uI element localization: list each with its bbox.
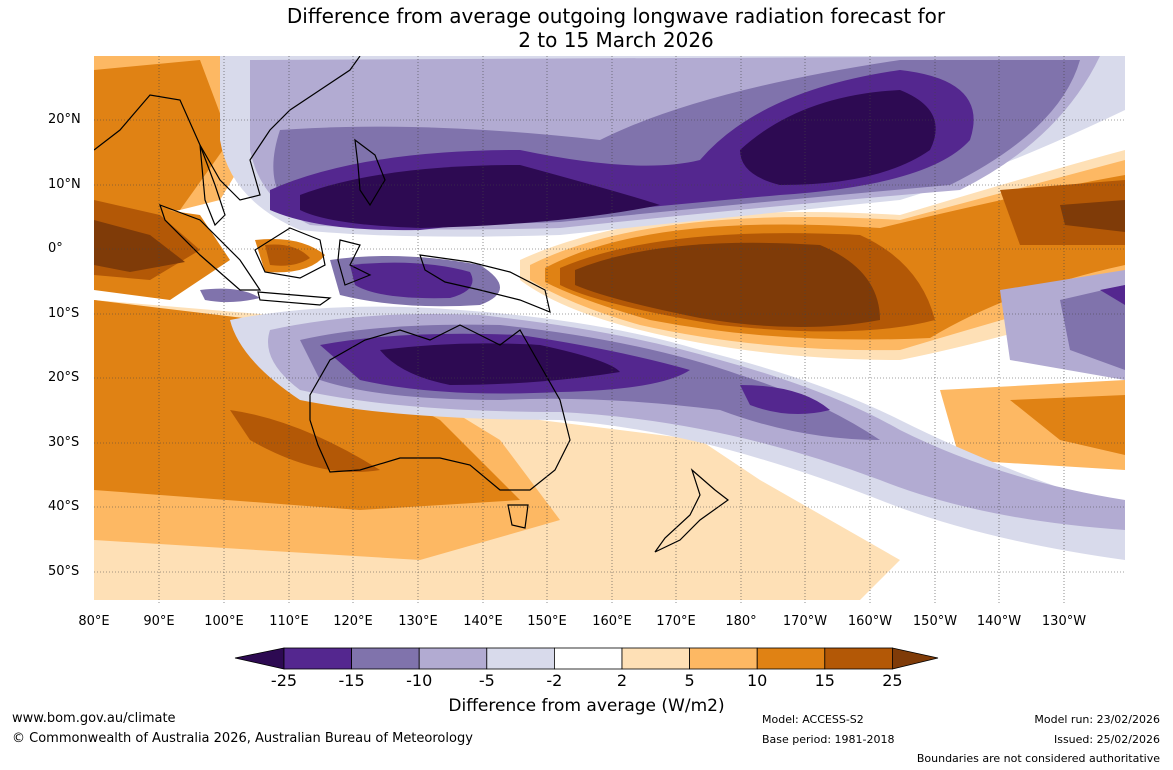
longitude-label: 140°E	[463, 614, 503, 629]
philippines-coastline	[354, 138, 386, 207]
longitude-label: 150°W	[912, 614, 958, 629]
malay-peninsula-coastline	[199, 144, 226, 227]
longitude-label: 130°W	[1041, 614, 1087, 629]
java-coastline	[257, 291, 332, 306]
longitude-label: 90°E	[143, 614, 175, 629]
website-link[interactable]: www.bom.gov.au/climate	[12, 711, 176, 726]
latitude-label: 10°N	[48, 177, 81, 192]
latitude-label: 40°S	[48, 499, 80, 514]
tasmania-coastline	[507, 504, 529, 529]
colorbar-tick-label: 5	[684, 671, 695, 690]
colorbar-title: Difference from average (W/m2)	[448, 696, 725, 716]
colorbar-tick-label: 2	[616, 671, 628, 690]
colorbar-tick-label: -15	[338, 671, 365, 690]
colorbar-tick-label: 15	[814, 671, 835, 690]
new-zealand-coastline	[654, 468, 730, 553]
longitude-label: 160°E	[592, 614, 632, 629]
colorbar-tick-label: 25	[882, 671, 903, 690]
boundaries-disclaimer: Boundaries are not considered authoritat…	[916, 752, 1160, 765]
longitude-label: 160°W	[847, 614, 893, 629]
chart-title: Difference from average outgoing longwav…	[0, 4, 1173, 52]
model-name: Model: ACCESS-S2	[762, 713, 864, 726]
model-run-date: Model run: 23/02/2026	[1034, 713, 1160, 726]
longitude-label: 80°E	[78, 614, 110, 629]
colorbar-max-arrow	[892, 647, 939, 670]
olr-anomaly-map	[94, 56, 1125, 605]
colorbar-segment	[418, 647, 488, 670]
longitude-label: 150°E	[527, 614, 567, 629]
colorbar-tick-label: -10	[406, 671, 433, 690]
sumatra-coastline	[159, 203, 262, 291]
base-period: Base period: 1981-2018	[762, 733, 895, 746]
colorbar-tick-label: 10	[747, 671, 768, 690]
longitude-label: 130°E	[398, 614, 438, 629]
colorbar-segment	[689, 647, 758, 670]
colorbar-segment	[486, 647, 555, 670]
issued-date: Issued: 25/02/2026	[1053, 733, 1160, 746]
graticule	[94, 56, 1125, 605]
longitude-label: 110°E	[269, 614, 309, 629]
western-orange-region	[94, 56, 300, 350]
longitude-label: 170°E	[656, 614, 696, 629]
sulawesi-coastline	[337, 239, 372, 286]
latitude-label: 0°	[48, 241, 63, 256]
colorbar-tick-label: -5	[478, 671, 495, 690]
longitude-label: 180°	[725, 614, 757, 629]
latitude-label: 10°S	[48, 306, 80, 321]
australia-purple	[200, 256, 1125, 560]
australia-coastline	[309, 324, 571, 491]
colorbar-tick-label: -2	[546, 671, 563, 690]
colorbar-segment	[351, 647, 420, 670]
latitude-label: 30°S	[48, 435, 80, 450]
longitude-label: 140°W	[976, 614, 1022, 629]
borneo-orange-core	[265, 244, 310, 266]
colorbar-segment	[621, 647, 690, 670]
copyright-text: © Commonwealth of Australia 2026, Austra…	[12, 731, 473, 746]
new-guinea-coastline	[419, 254, 551, 313]
coastlines	[94, 56, 730, 553]
colorbar-segment	[554, 647, 623, 670]
title-line-1: Difference from average outgoing longwav…	[286, 4, 946, 28]
colorbar	[234, 647, 939, 670]
title-line-2: 2 to 15 March 2026	[518, 28, 714, 52]
anomaly-fields	[94, 56, 1125, 600]
colorbar-segment	[756, 647, 826, 670]
latitude-label: 20°S	[48, 370, 80, 385]
colorbar-segment	[824, 647, 893, 670]
latitude-label: 50°S	[48, 564, 80, 579]
longitude-label: 100°E	[204, 614, 244, 629]
latitude-label: 20°N	[48, 112, 81, 127]
north-pacific-purple	[220, 56, 1125, 237]
longitude-label: 120°E	[333, 614, 373, 629]
colorbar-tick-label: -25	[270, 671, 298, 690]
colorbar-segment	[283, 647, 352, 670]
longitude-label: 170°W	[782, 614, 828, 629]
borneo-coastline	[254, 227, 326, 279]
pacific-orange-tongue	[520, 150, 1125, 360]
asia-mainland-coastline	[94, 56, 361, 201]
colorbar-min-arrow	[234, 647, 285, 670]
